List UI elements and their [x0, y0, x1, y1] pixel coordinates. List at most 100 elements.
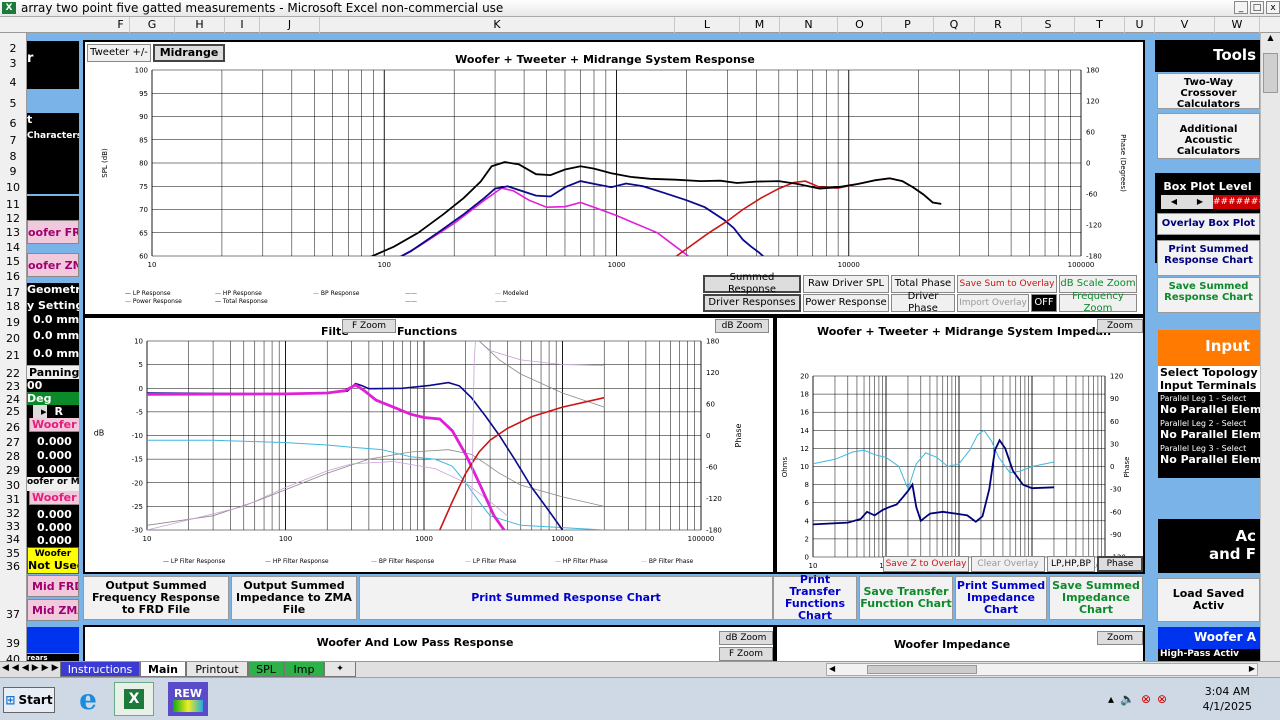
woofer-4-label[interactable]: Woofer 4: [29, 491, 79, 505]
scroll-up-icon[interactable]: ▲: [1267, 33, 1274, 42]
woofer-f-zoom-button[interactable]: F Zoom: [719, 647, 773, 661]
column-header[interactable]: W: [1215, 17, 1260, 33]
row-header[interactable]: 20: [6, 332, 20, 345]
row-header[interactable]: 29: [6, 464, 20, 477]
row-header[interactable]: 19: [6, 316, 20, 329]
driver-responses-button[interactable]: Driver Responses: [703, 294, 801, 312]
excel-taskbar-icon[interactable]: X: [114, 682, 154, 716]
tab-instructions[interactable]: Instructions: [60, 662, 140, 677]
vertical-scrollbar[interactable]: ▲: [1260, 33, 1280, 661]
tab-imp[interactable]: Imp: [284, 662, 324, 677]
row-header[interactable]: 26: [6, 421, 20, 434]
impedance-zoom-button[interactable]: Zoom: [1097, 319, 1143, 333]
db-scale-zoom-button[interactable]: dB Scale Zoom: [1059, 275, 1137, 293]
horizontal-scrollbar[interactable]: ◀ ▶: [826, 663, 1258, 676]
import-overlay-button[interactable]: Import Overlay: [957, 294, 1029, 312]
mid-zma-button[interactable]: Mid ZMA: [27, 599, 79, 621]
column-header[interactable]: G: [130, 17, 175, 33]
woofer-3-label[interactable]: Woofer 3: [29, 418, 79, 432]
start-button[interactable]: ⊞ Start: [3, 687, 55, 713]
column-header[interactable]: L: [675, 17, 740, 33]
right-save-summed-button[interactable]: Save Summed Response Chart: [1157, 277, 1260, 313]
clock[interactable]: 3:04 AM 4/1/2025: [1202, 685, 1252, 713]
summed-response-button[interactable]: Summed Response: [703, 272, 801, 295]
worksheet[interactable]: r t Characters oofer FRD oofer ZMA Geome…: [27, 33, 1260, 661]
row-header[interactable]: 4: [9, 76, 17, 89]
row-header[interactable]: 10: [6, 181, 20, 194]
column-header[interactable]: H: [175, 17, 225, 33]
close-button[interactable]: x: [1266, 1, 1280, 14]
row-header[interactable]: 35: [6, 547, 20, 560]
row-header[interactable]: 24: [6, 393, 20, 406]
column-header[interactable]: Q: [934, 17, 975, 33]
tab-nav-arrows[interactable]: ◀◀◀▶▶▶: [2, 663, 62, 673]
scroll-thumb[interactable]: [1263, 53, 1278, 93]
box-plot-spinner[interactable]: ◀ ▶: [1161, 195, 1213, 209]
frequency-zoom-button[interactable]: Frequency Zoom: [1059, 291, 1137, 314]
row-header[interactable]: 11: [6, 198, 20, 211]
output-zma-button[interactable]: Output Summed Impedance to ZMA File: [231, 576, 357, 620]
tab-printout[interactable]: Printout: [186, 662, 248, 677]
minimize-button[interactable]: _: [1234, 1, 1248, 14]
row-header[interactable]: 27: [6, 436, 20, 449]
rew-taskbar-icon[interactable]: REW: [168, 682, 208, 716]
woofer-frd-button[interactable]: oofer FRD: [27, 220, 79, 244]
column-header[interactable]: U: [1125, 17, 1155, 33]
scroll-left-icon[interactable]: ◀: [829, 664, 836, 673]
woofer-zma-button[interactable]: oofer ZMA: [27, 253, 79, 277]
mid-frd-button[interactable]: Mid FRD: [27, 575, 79, 597]
row-header[interactable]: 33: [6, 520, 20, 533]
filter-db-zoom-button[interactable]: dB Zoom: [715, 319, 769, 333]
two-way-calculators-button[interactable]: Two-Way Crossover Calculators: [1157, 73, 1260, 110]
woofer-imp-zoom-button[interactable]: Zoom: [1097, 631, 1143, 645]
overlay-box-plot-button[interactable]: Overlay Box Plot: [1157, 213, 1260, 235]
output-frd-button[interactable]: Output Summed Frequency Response to FRD …: [83, 576, 229, 620]
column-header[interactable]: F: [112, 17, 130, 33]
load-saved-active-button[interactable]: Load Saved Activ: [1157, 578, 1260, 622]
column-header[interactable]: M: [740, 17, 780, 33]
column-header[interactable]: J: [260, 17, 320, 33]
phase-button[interactable]: Phase: [1097, 556, 1143, 572]
row-header[interactable]: 12: [6, 212, 20, 225]
row-header[interactable]: 36: [6, 560, 20, 573]
total-phase-button[interactable]: Total Phase: [891, 275, 955, 293]
row-header[interactable]: 15: [6, 255, 20, 268]
column-header[interactable]: T: [1075, 17, 1125, 33]
row-header[interactable]: 13: [6, 226, 20, 239]
row-header[interactable]: 3: [9, 57, 17, 70]
filter-f-zoom-button[interactable]: F Zoom: [342, 319, 396, 333]
power-response-button[interactable]: Power Response: [803, 294, 889, 312]
column-header[interactable]: O: [838, 17, 882, 33]
scroll-right-icon[interactable]: ▶: [1248, 664, 1255, 673]
h-scroll-thumb[interactable]: [867, 665, 977, 674]
column-header[interactable]: V: [1155, 17, 1215, 33]
row-header[interactable]: 6: [9, 117, 17, 130]
row-header[interactable]: 18: [6, 300, 20, 313]
midrange-tab[interactable]: Midrange: [153, 44, 225, 62]
row-header[interactable]: 28: [6, 450, 20, 463]
save-sum-overlay-button[interactable]: Save Sum to Overlay: [957, 275, 1057, 293]
row-header[interactable]: 34: [6, 533, 20, 546]
column-header[interactable]: P: [882, 17, 934, 33]
row-header[interactable]: 8: [9, 150, 17, 163]
restore-button[interactable]: □: [1250, 1, 1264, 14]
acoustic-calculators-button[interactable]: Additional Acoustic Calculators: [1157, 113, 1260, 159]
row-header[interactable]: 17: [6, 286, 20, 299]
row-header[interactable]: 32: [6, 507, 20, 520]
insert-sheet-icon[interactable]: ✦: [324, 662, 356, 677]
row-header[interactable]: 14: [6, 241, 20, 254]
row-header[interactable]: 31: [6, 493, 20, 506]
row-header[interactable]: 22: [6, 367, 20, 380]
row-header[interactable]: 5: [9, 97, 17, 110]
woofer-db-zoom-button[interactable]: dB Zoom: [719, 631, 773, 645]
print-summed-impedance-button[interactable]: Print Summed Impedance Chart: [955, 576, 1047, 620]
row-header[interactable]: 2: [9, 42, 17, 55]
column-header[interactable]: S: [1022, 17, 1075, 33]
tab-spl[interactable]: SPL: [248, 662, 284, 677]
parallel-leg-2-value[interactable]: No Parallel Elemen: [1160, 428, 1260, 441]
column-header[interactable]: K: [320, 17, 675, 33]
save-z-overlay-button[interactable]: Save Z to Overlay: [883, 556, 969, 572]
print-transfer-functions-button[interactable]: Print Transfer Functions Chart: [773, 574, 857, 622]
row-header[interactable]: 23: [6, 380, 20, 393]
